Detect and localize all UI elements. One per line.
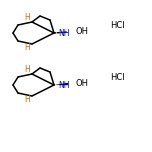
Text: HCl: HCl — [110, 74, 125, 83]
Text: OH: OH — [75, 78, 88, 88]
Text: H: H — [24, 43, 30, 52]
Polygon shape — [54, 83, 68, 85]
Text: NH: NH — [58, 29, 69, 38]
Text: NH: NH — [58, 81, 69, 90]
Text: H: H — [24, 14, 30, 22]
Text: H: H — [24, 66, 30, 74]
Text: H: H — [24, 95, 30, 105]
Text: HCl: HCl — [110, 21, 125, 31]
Text: OH: OH — [75, 26, 88, 36]
